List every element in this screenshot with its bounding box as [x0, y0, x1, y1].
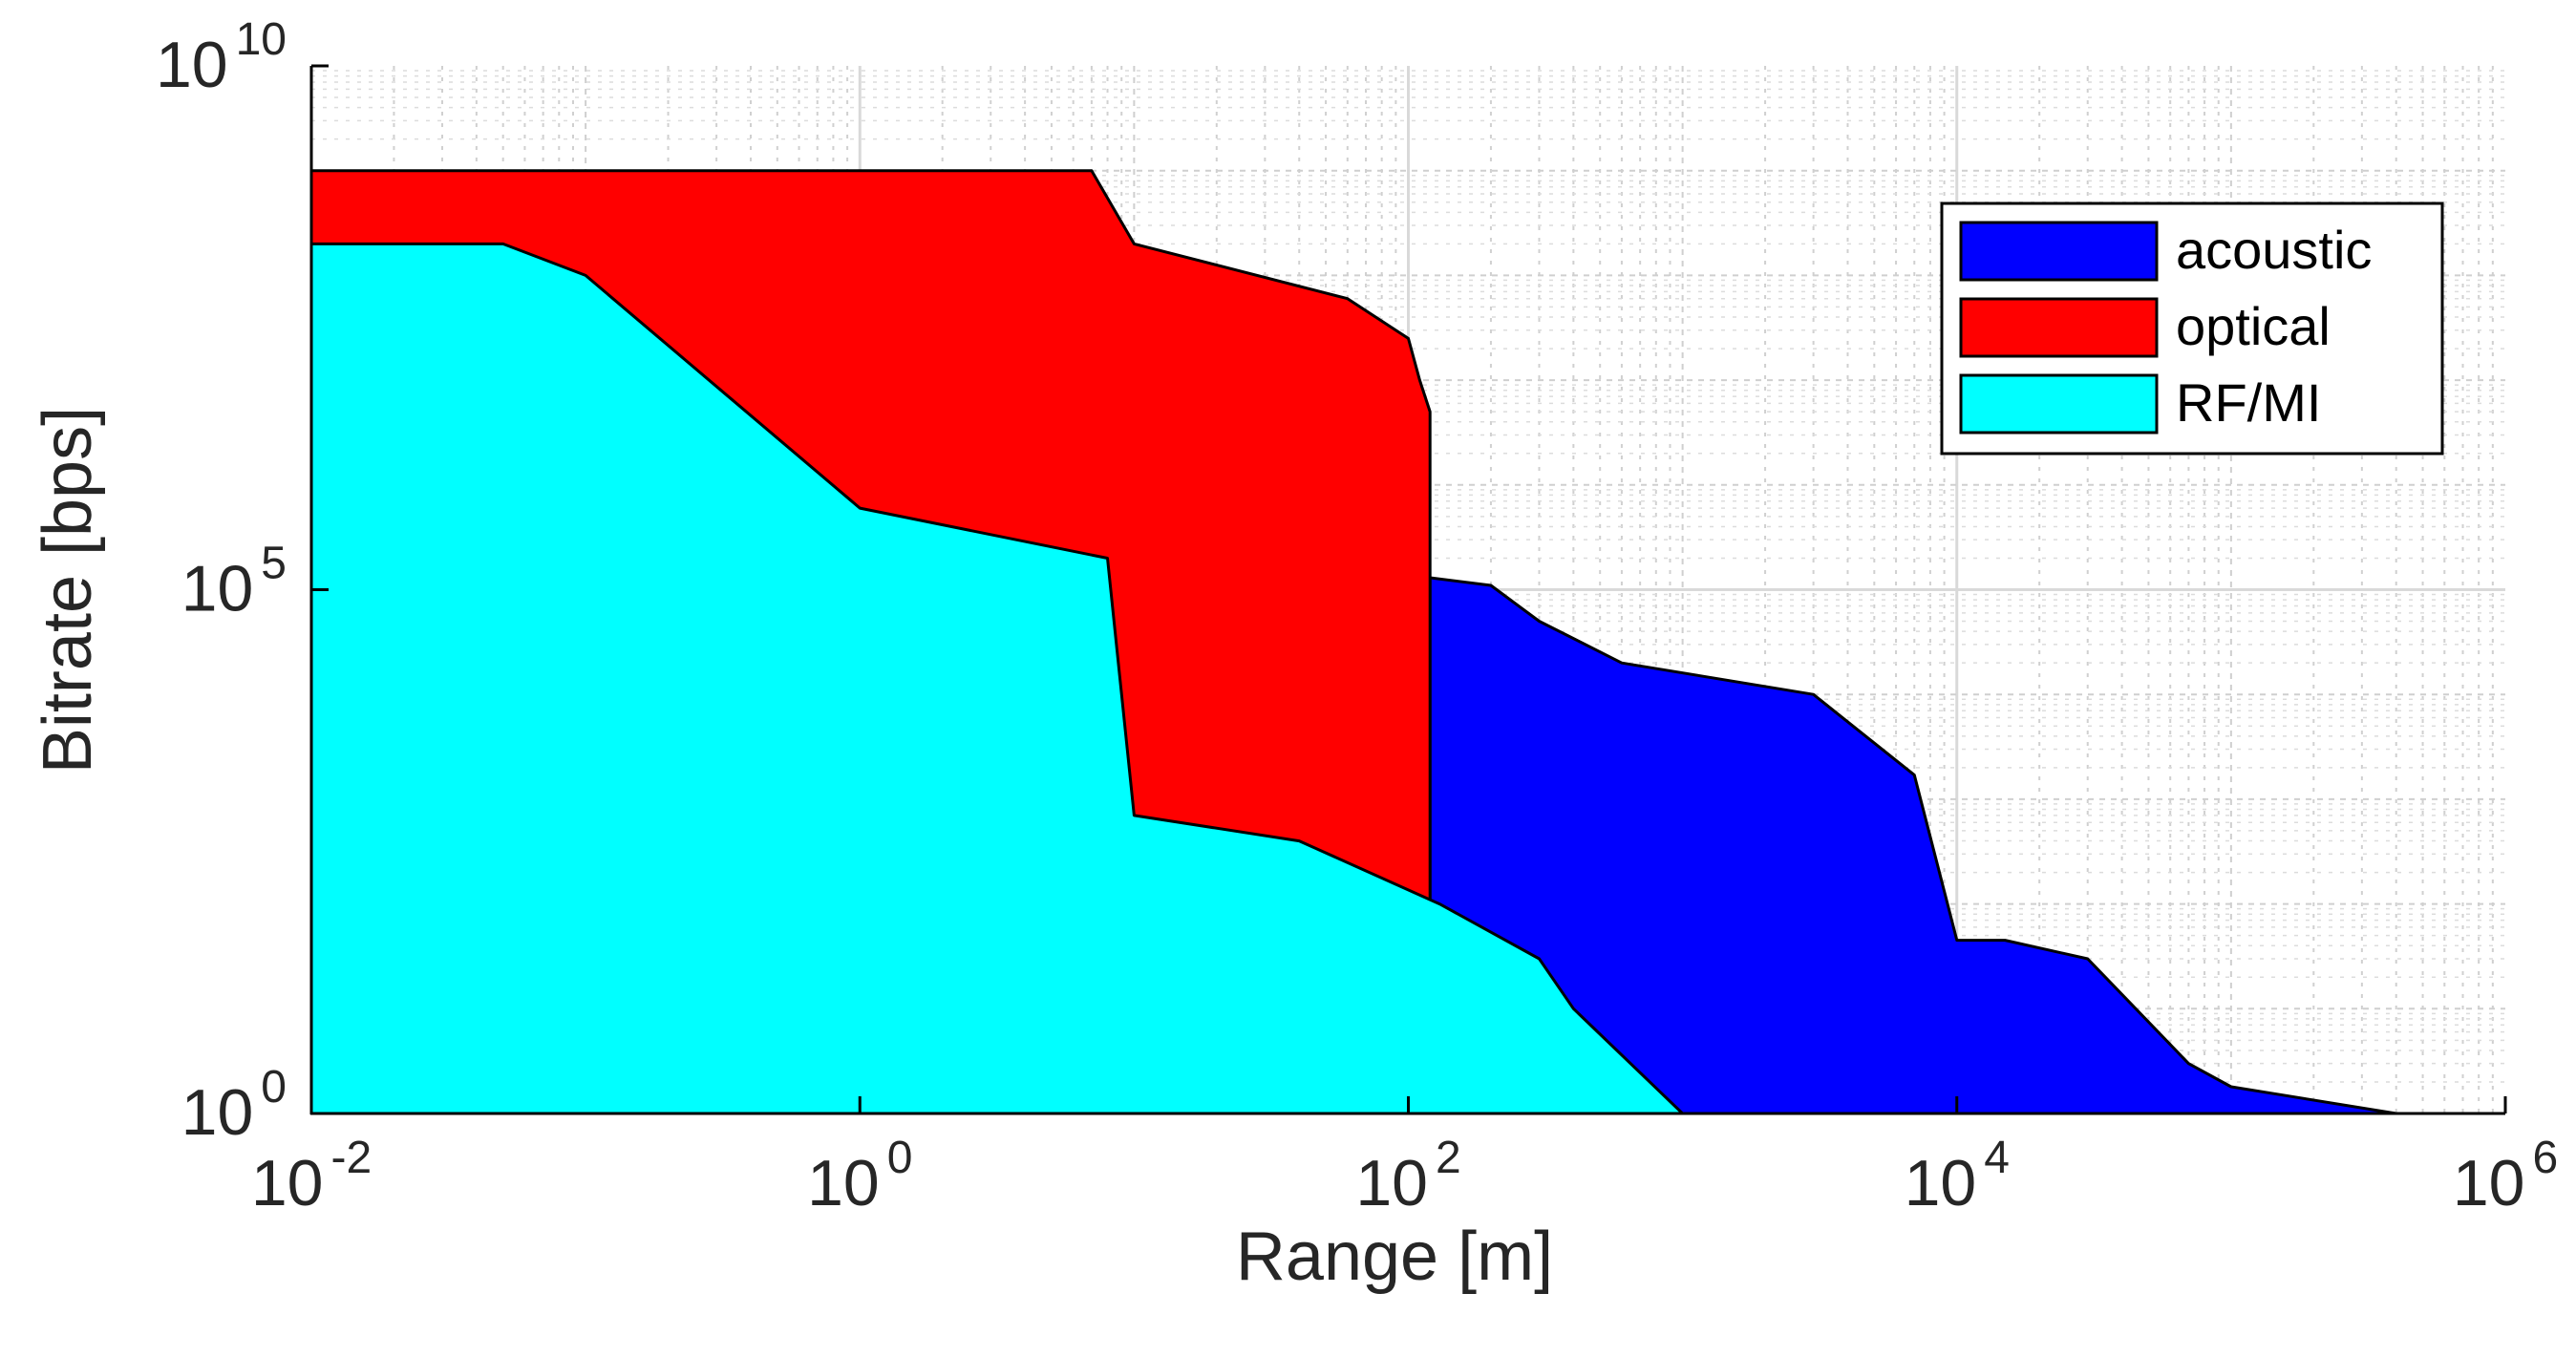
legend: acoustic optical RF/MI	[1940, 201, 2444, 456]
area-acoustic	[1428, 576, 2398, 1115]
x-tick-label: 10 4	[1905, 1133, 2010, 1219]
y-tick-label: 10 10	[156, 14, 287, 101]
legend-swatch-rf-mi	[1959, 373, 2159, 435]
legend-label-rf-mi: RF/MI	[2176, 372, 2321, 433]
y-tick-label: 10 0	[181, 1062, 287, 1149]
legend-swatch-optical	[1959, 297, 2159, 358]
legend-label-acoustic: acoustic	[2176, 220, 2372, 280]
area-series-group	[309, 169, 2398, 1115]
x-axis-label: Range [m]	[1236, 1219, 1553, 1295]
x-tick-label: 10 -2	[251, 1133, 372, 1219]
y-axis-label: Bitrate [bps]	[30, 407, 106, 774]
x-tick-label: 10 2	[1355, 1133, 1460, 1219]
y-tick-label: 10 5	[181, 539, 287, 625]
legend-label-optical: optical	[2176, 296, 2331, 356]
axes	[309, 64, 2507, 1115]
area-rf-mi	[309, 242, 1685, 1115]
x-tick-label: 10 0	[807, 1133, 912, 1219]
legend-swatch-acoustic	[1959, 221, 2159, 282]
x-tick-label: 10 6	[2453, 1133, 2558, 1219]
tick-labels: 10 -2 10 0 10 2 10 4 10 610 010 510 10	[156, 14, 2558, 1219]
